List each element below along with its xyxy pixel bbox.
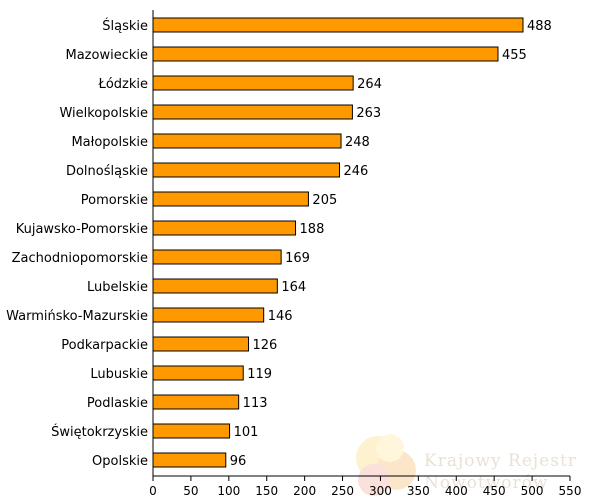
x-tick-label: 450 [483,484,506,498]
value-label: 264 [357,77,382,92]
value-label: 169 [285,251,310,266]
watermark-line-1: Krajowy Rejestr [424,451,577,471]
bar-10 [152,278,278,294]
category-label: Lubuskie [90,367,148,382]
value-label: 188 [300,222,325,237]
x-tick-label: 100 [217,484,240,498]
x-tick-label: 400 [445,484,468,498]
watermark-line-2: Nowotworów [424,473,548,493]
value-label: 246 [344,164,369,179]
x-tick-label: 150 [255,484,278,498]
bar-12 [152,336,250,352]
bar-11 [152,307,265,323]
category-label: Łódzkie [98,77,148,92]
x-tick-label: 250 [331,484,354,498]
value-label: 146 [268,309,293,324]
bar-14 [152,394,240,410]
category-label: Podlaskie [87,396,148,411]
x-tick-label: 500 [521,484,544,498]
category-label: Pomorskie [81,193,148,208]
watermark-logo-icon [356,434,416,496]
category-label: Śląskie [102,18,148,34]
category-labels: Śląskie Mazowieckie Łódzkie Wielkopolskie Ma… [6,18,148,469]
x-tick-label: 200 [293,484,316,498]
value-label: 455 [502,48,527,63]
bar-8 [152,220,297,236]
bar-5 [152,133,342,149]
category-label: Zachodniopomorskie [12,251,148,266]
bar-16 [152,452,227,468]
value-label: 205 [312,193,337,208]
bar-1 [152,17,524,33]
bar-3 [152,75,354,91]
category-label: Małopolskie [71,135,148,150]
x-tick-label: 0 [149,484,157,498]
x-axis: 0 50 100 150 200 250 300 350 400 450 500 550 [149,10,581,498]
value-label: 126 [253,338,278,353]
category-label: Opolskie [92,454,148,469]
category-label: Mazowieckie [66,48,149,63]
value-label: 101 [234,425,259,440]
bar-4 [152,104,353,120]
value-label: 263 [356,106,381,121]
category-label: Podkarpackie [61,338,148,353]
watermark: Krajowy Rejestr Nowotworów [356,434,577,496]
bars-group [152,17,524,468]
value-label: 164 [281,280,306,295]
bar-15 [152,423,231,439]
category-label: Wielkopolskie [59,106,148,121]
bar-13 [152,365,244,381]
category-label: Warmińsko-Mazurskie [6,309,148,324]
value-label: 113 [243,396,268,411]
x-tick-label: 550 [559,484,582,498]
x-tick-label: 50 [183,484,198,498]
value-label: 248 [345,135,370,150]
category-label: Dolnośląskie [66,164,148,179]
bar-6 [152,162,341,178]
x-tick-label: 300 [369,484,392,498]
value-label: 96 [230,454,247,469]
category-label: Świętokrzyskie [51,424,148,440]
category-label: Kujawsko-Pomorskie [16,222,148,237]
x-tick-label: 350 [407,484,430,498]
bar-7 [152,191,309,207]
category-label: Lubelskie [87,280,148,295]
bar-2 [152,46,499,62]
value-label: 488 [527,19,552,34]
bar-9 [152,249,282,265]
value-label: 119 [247,367,272,382]
